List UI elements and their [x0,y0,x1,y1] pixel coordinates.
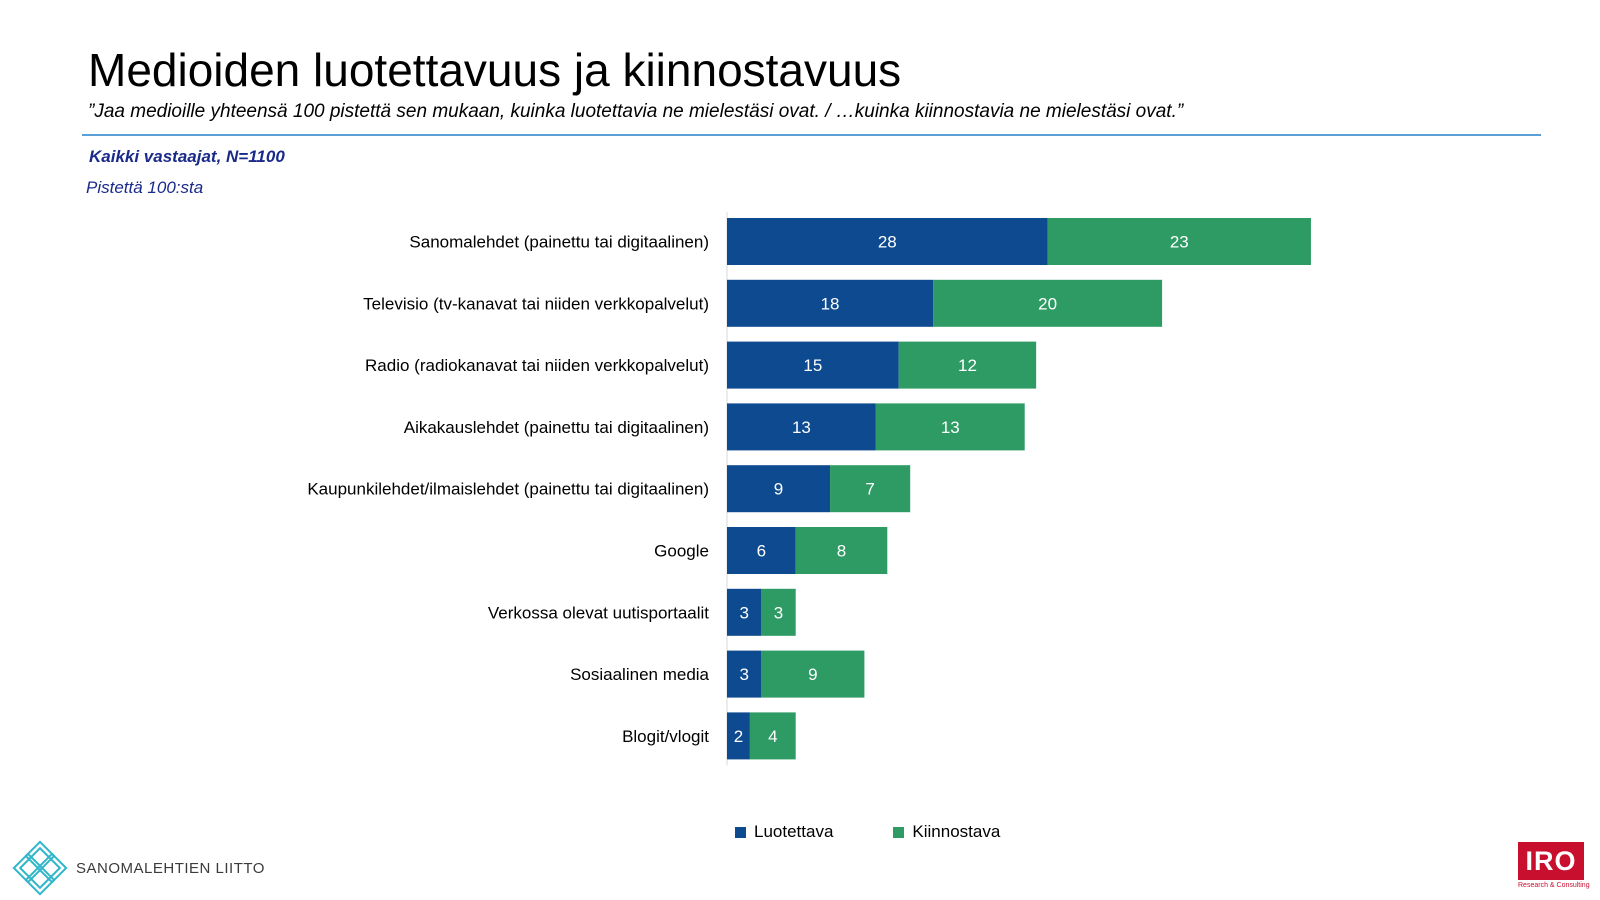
legend-item-luotettava: Luotettava [735,822,833,842]
sanomalehtien-liitto-logo: SANOMALEHTIEN LIITTO [12,840,265,896]
bar-luotettava-kaupunkilehdet-ilmaislehdet-painettu-tai-digitaalinen [727,465,831,513]
legend-item-kiinnostava: Kiinnostava [893,822,1000,842]
category-label-verkossa-olevat-uutisportaalit: Verkossa olevat uutisportaalit [488,603,709,622]
iro-logo-subtext: Research & Consulting [1518,882,1590,889]
legend-swatch-kiinnostava [893,826,905,838]
bar-kiinnostava-blogit-vlogit [749,712,796,760]
bar-kiinnostava-radio-radiokanavat-tai-niiden-verkkopalvelut [898,341,1037,389]
sanomalehtien-liitto-logo-text: SANOMALEHTIEN LIITTO [76,859,265,877]
data-label-kiinnostava-aikakauslehdet-painettu-tai-digitaalinen: 13 [941,418,960,437]
sanomalehtien-liitto-logo-icon [12,840,68,896]
page-subtitle: ”Jaa medioille yhteensä 100 pistettä sen… [88,101,1184,122]
data-label-luotettava-aikakauslehdet-painettu-tai-digitaalinen: 13 [792,418,811,437]
data-label-luotettava-google: 6 [757,542,766,561]
bar-luotettava-verkossa-olevat-uutisportaalit [727,588,762,636]
bar-luotettava-aikakauslehdet-painettu-tai-digitaalinen [727,403,876,451]
iro-logo: IRO Research & Consulting [1518,842,1590,889]
bar-luotettava-sanomalehdet-painettu-tai-digitaalinen [727,218,1048,265]
bar-luotettava-radio-radiokanavat-tai-niiden-verkkopalvelut [727,341,899,389]
iro-logo-mark: IRO [1518,842,1584,880]
data-label-kiinnostava-kaupunkilehdet-ilmaislehdet-painettu-tai-digitaalinen: 7 [865,480,874,499]
data-label-luotettava-sosiaalinen-media: 3 [739,665,748,684]
data-label-kiinnostava-televisio-tv-kanavat-tai-niiden-verkkopalvelut: 20 [1038,294,1057,313]
bar-luotettava-televisio-tv-kanavat-tai-niiden-verkkopalvelut [727,279,934,327]
title-divider [82,134,1541,136]
page-title: Medioiden luotettavuus ja kiinnostavuus [88,44,902,96]
data-label-luotettava-televisio-tv-kanavat-tai-niiden-verkkopalvelut: 18 [821,294,840,313]
category-label-sanomalehdet-painettu-tai-digitaalinen: Sanomalehdet (painettu tai digitaalinen) [409,233,709,252]
bar-luotettava-sosiaalinen-media [727,650,762,698]
bar-luotettava-blogit-vlogit [727,712,750,760]
data-label-kiinnostava-blogit-vlogit: 4 [768,727,777,746]
bar-kiinnostava-google [795,527,888,574]
bar-kiinnostava-kaupunkilehdet-ilmaislehdet-painettu-tai-digitaalinen [830,465,911,513]
category-label-sosiaalinen-media: Sosiaalinen media [570,665,709,684]
bar-kiinnostava-verkossa-olevat-uutisportaalit [761,588,796,636]
category-label-radio-radiokanavat-tai-niiden-verkkopalvelut: Radio (radiokanavat tai niiden verkkopal… [365,356,709,375]
bar-kiinnostava-aikakauslehdet-painettu-tai-digitaalinen [875,403,1025,451]
data-label-kiinnostava-sanomalehdet-painettu-tai-digitaalinen: 23 [1170,233,1189,252]
data-label-kiinnostava-google: 8 [837,542,846,561]
stacked-bar-chart: Sanomalehdet (painettu tai digitaalinen)… [307,212,1311,766]
category-label-blogit-vlogit: Blogit/vlogit [622,727,709,746]
legend-swatch-luotettava [735,826,746,838]
data-label-luotettava-verkossa-olevat-uutisportaalit: 3 [739,603,748,622]
respondent-base-note: Kaikki vastaajat, N=1100 [89,147,285,166]
category-label-televisio-tv-kanavat-tai-niiden-verkkopalvelut: Televisio (tv-kanavat tai niiden verkkop… [363,294,709,313]
chart-legend: Luotettava Kiinnostava [735,822,1000,842]
unit-note: Pistettä 100:sta [86,178,204,197]
category-label-google: Google [654,542,709,561]
legend-label-kiinnostava: Kiinnostava [912,822,1001,841]
data-label-kiinnostava-radio-radiokanavat-tai-niiden-verkkopalvelut: 12 [958,356,977,375]
data-label-luotettava-radio-radiokanavat-tai-niiden-verkkopalvelut: 15 [803,356,822,375]
bar-luotettava-google [727,527,796,574]
data-label-luotettava-kaupunkilehdet-ilmaislehdet-painettu-tai-digitaalinen: 9 [774,480,783,499]
data-label-kiinnostava-sosiaalinen-media: 9 [808,665,817,684]
data-label-luotettava-blogit-vlogit: 2 [734,727,743,746]
category-label-kaupunkilehdet-ilmaislehdet-painettu-tai-digitaalinen: Kaupunkilehdet/ilmaislehdet (painettu ta… [307,480,709,499]
category-label-aikakauslehdet-painettu-tai-digitaalinen: Aikakauslehdet (painettu tai digitaaline… [404,418,709,437]
bar-kiinnostava-sanomalehdet-painettu-tai-digitaalinen [1047,218,1311,265]
data-label-luotettava-sanomalehdet-painettu-tai-digitaalinen: 28 [878,233,897,252]
data-label-kiinnostava-verkossa-olevat-uutisportaalit: 3 [774,603,783,622]
legend-label-luotettava: Luotettava [754,822,834,841]
bar-kiinnostava-televisio-tv-kanavat-tai-niiden-verkkopalvelut [933,279,1163,327]
bar-kiinnostava-sosiaalinen-media [761,650,865,698]
